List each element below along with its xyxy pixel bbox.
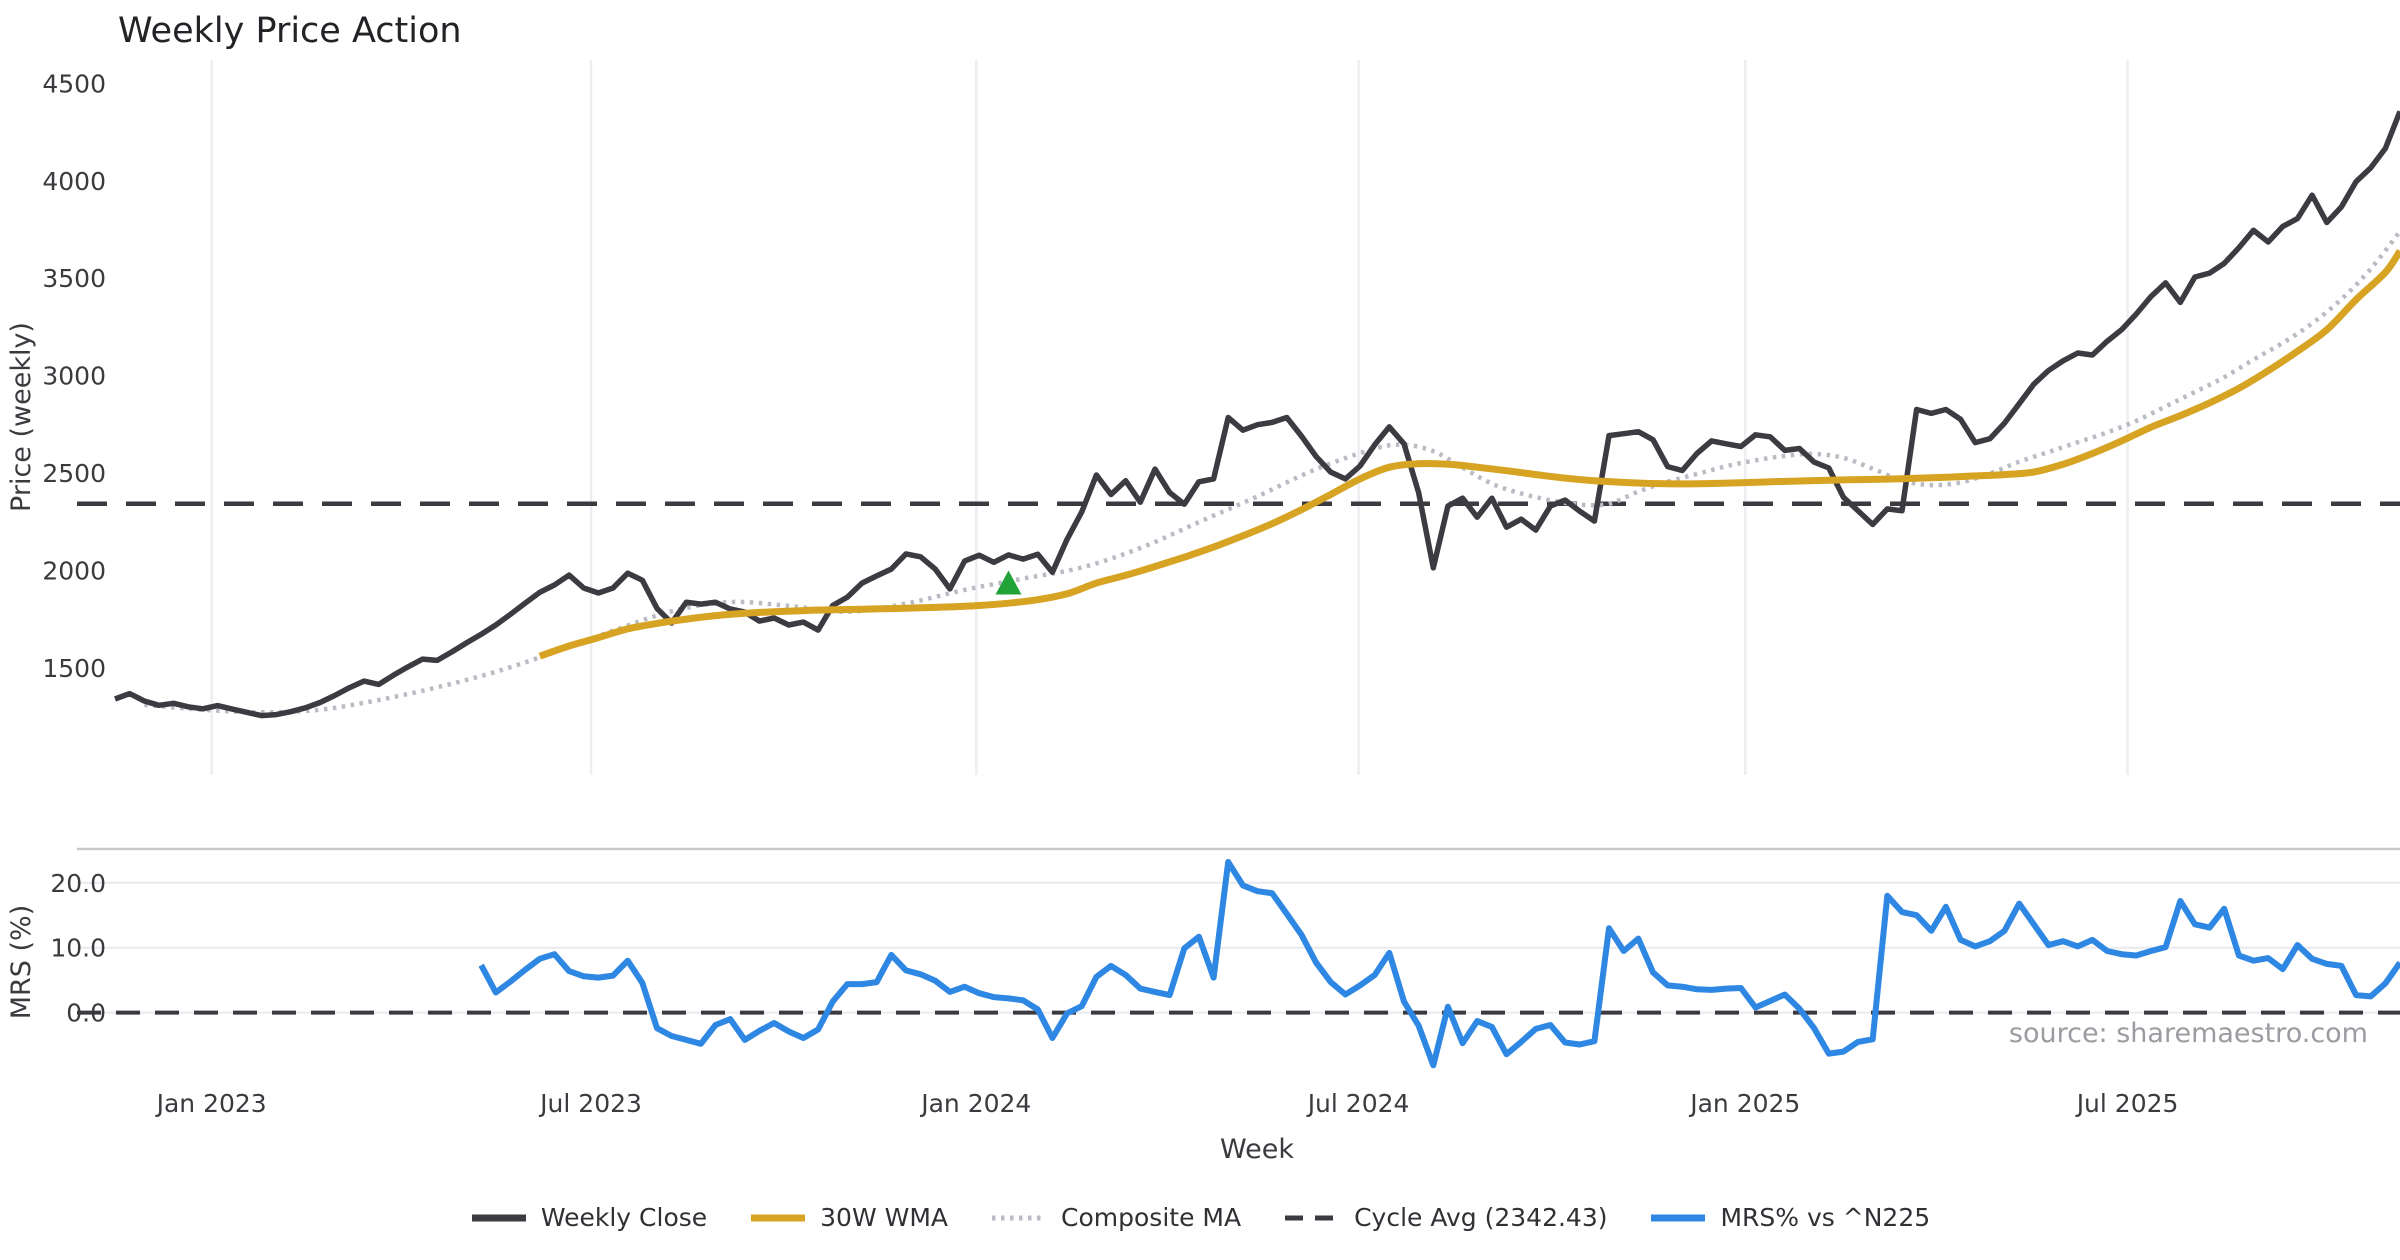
x-tick-label: Jul 2023 xyxy=(538,1089,642,1118)
chart-series xyxy=(77,110,2400,1069)
legend-label: Cycle Avg (2342.43) xyxy=(1354,1203,1608,1232)
series-30w-wma xyxy=(538,248,2400,660)
x-tick-label: Jan 2024 xyxy=(919,1089,1031,1118)
mrs-y-tick-label: 0.0 xyxy=(66,999,106,1028)
price-y-tick-label: 4000 xyxy=(42,167,106,196)
legend-swatch-dotted-line-icon xyxy=(992,1215,1047,1220)
mrs-y-tick-label: 10.0 xyxy=(50,934,106,963)
legend-item-composite-ma: Composite MA xyxy=(990,1203,1241,1232)
mrs-axis-title: MRS (%) xyxy=(6,905,37,1020)
legend-item-30w-wma: 30W WMA xyxy=(749,1203,948,1232)
legend-label: 30W WMA xyxy=(820,1203,949,1232)
legend-item-mrs-vs-n225: MRS% vs ^N225 xyxy=(1649,1203,1930,1232)
series-weekly-close xyxy=(114,110,2400,719)
price-y-tick-label: 2500 xyxy=(42,459,106,488)
legend: Weekly Close 30W WMA Composite MA Cycle Avg… xyxy=(0,1203,2400,1232)
legend-item-cycle-avg-2342-43: Cycle Avg (2342.43) xyxy=(1283,1203,1607,1232)
legend-swatch-solid-line-icon xyxy=(1651,1214,1706,1221)
legend-label: Weekly Close xyxy=(540,1203,708,1232)
legend-label: MRS% vs ^N225 xyxy=(1720,1203,1931,1232)
axis-tick-labels: Jan 2023 Jul 2023 Jan 2024 Jul 2024 Jan 2025… xyxy=(42,69,2178,1118)
legend-swatch-dashed-line-icon xyxy=(1285,1215,1340,1220)
legend-label: Composite MA xyxy=(1061,1203,1242,1232)
legend-swatch-solid-line-icon xyxy=(751,1214,806,1221)
series-mrs-vs-n225 xyxy=(478,859,2400,1069)
series-composite-ma xyxy=(144,230,2400,715)
x-tick-label: Jul 2025 xyxy=(2075,1089,2179,1118)
legend-swatch-solid-line-icon xyxy=(471,1214,526,1221)
price-y-tick-label: 4500 xyxy=(42,69,106,98)
week-axis-title: Week xyxy=(1220,1134,1294,1165)
price-y-tick-label: 2000 xyxy=(42,556,106,585)
mrs-y-tick-label: 20.0 xyxy=(50,869,106,898)
x-tick-label: Jan 2023 xyxy=(155,1089,267,1118)
price-y-tick-label: 3500 xyxy=(42,264,106,293)
x-tick-label: Jan 2025 xyxy=(1688,1089,1800,1118)
x-tick-label: Jul 2024 xyxy=(1306,1089,1410,1118)
price-axis-title: Price (weekly) xyxy=(6,322,37,512)
legend-item-weekly-close: Weekly Close xyxy=(470,1203,707,1232)
source-note: source: sharemaestro.com xyxy=(2009,1018,2368,1049)
price-y-tick-label: 1500 xyxy=(42,654,106,683)
signal-triangle-up xyxy=(995,570,1022,595)
chart-title: Weekly Price Action xyxy=(118,11,462,51)
gridlines xyxy=(77,60,2400,1015)
price-y-tick-label: 3000 xyxy=(42,362,106,391)
